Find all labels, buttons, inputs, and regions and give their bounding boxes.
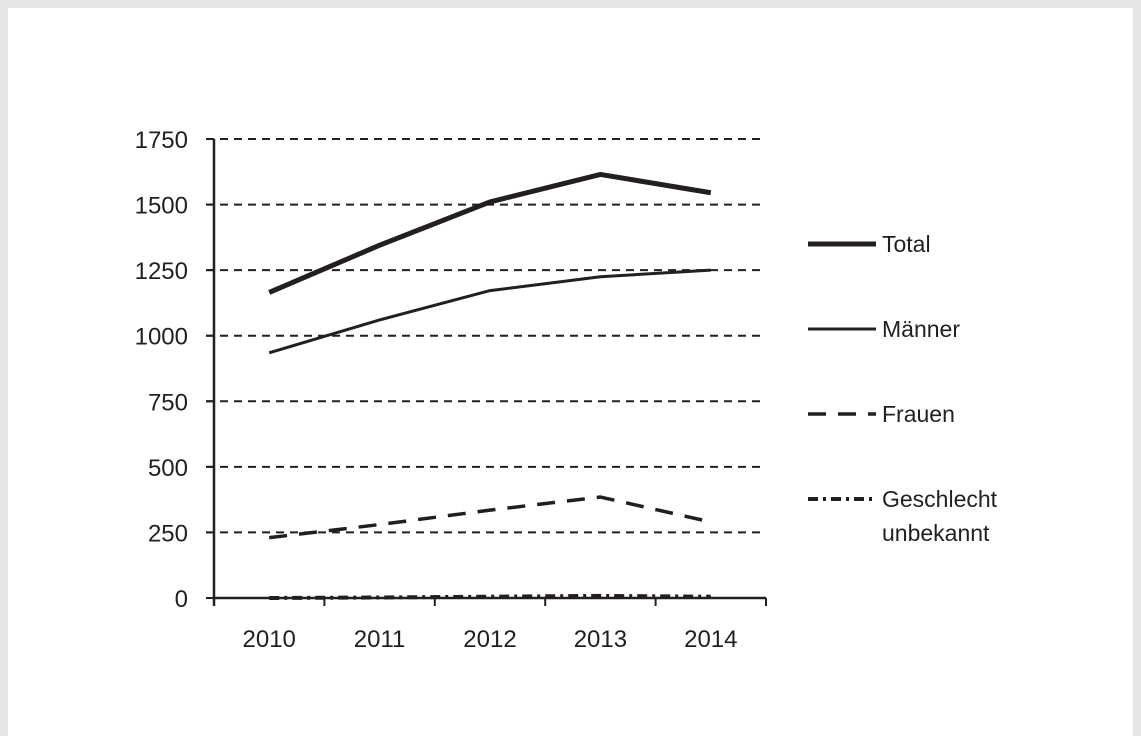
series-line-total — [268, 171, 712, 295]
legend-label: Total — [882, 231, 931, 257]
x-tick-label: 2014 — [684, 626, 737, 653]
legend-label: unbekannt — [882, 520, 990, 546]
y-tick-label: 250 — [148, 520, 188, 547]
gridlines — [206, 138, 762, 534]
legend-label: Männer — [882, 316, 960, 342]
legend-label: Frauen — [882, 401, 955, 427]
series-line-männer — [268, 268, 711, 355]
series-lines — [268, 171, 712, 600]
y-tick-label: 750 — [148, 389, 188, 416]
x-tick-label: 2012 — [463, 626, 516, 653]
y-tick-label: 1500 — [135, 193, 188, 220]
legend-label: Geschlecht — [882, 486, 998, 512]
x-tick-label: 2011 — [354, 626, 406, 653]
x-axis-ticks: 2010 2011 2012 2013 2014 — [213, 598, 767, 653]
y-tick-label: 1250 — [135, 258, 188, 285]
chart-panel — [8, 8, 1133, 736]
x-tick-label: 2013 — [574, 626, 627, 653]
axes — [212, 139, 766, 606]
legend: Total Männer Frauen Geschlecht unbekannt — [808, 231, 998, 546]
y-tick-label: 500 — [148, 455, 188, 482]
y-tick-label: 1000 — [135, 324, 188, 351]
series-line-geschlecht-unbekannt — [269, 593, 711, 600]
y-tick-label: 0 — [175, 586, 188, 613]
series-line-frauen — [268, 495, 712, 540]
x-tick-label: 2010 — [243, 626, 296, 653]
y-tick-label: 1750 — [135, 127, 188, 154]
y-axis-ticks: 0 250 500 750 1000 1250 1500 1750 — [135, 127, 214, 613]
